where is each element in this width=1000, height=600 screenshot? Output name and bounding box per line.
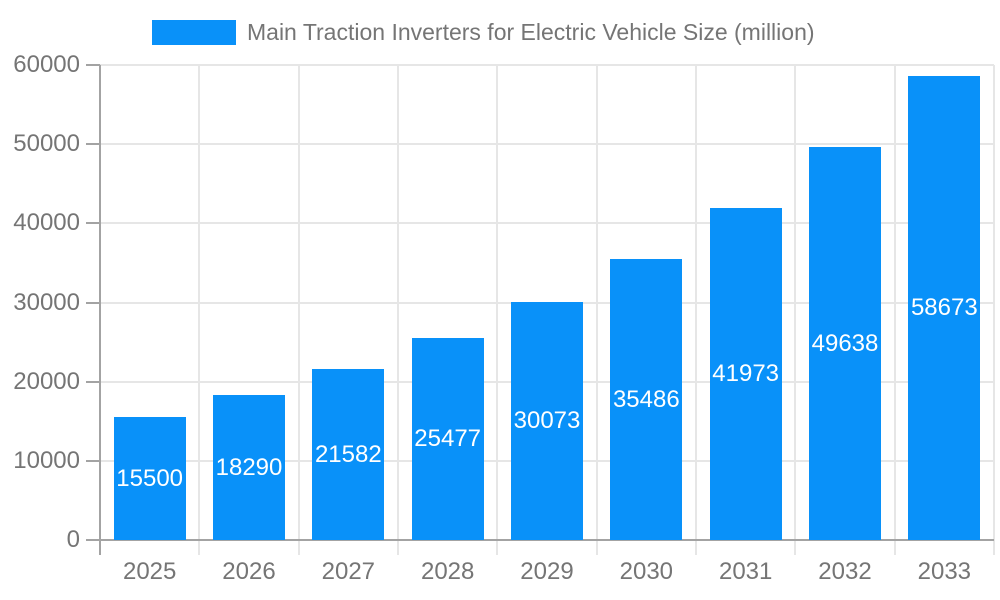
h-gridline [100,143,994,146]
x-tick-label: 2031 [718,558,773,585]
y-tick-label: 20000 [13,367,80,395]
y-tick [86,459,100,462]
y-tick [86,301,100,304]
bar[interactable] [610,259,683,540]
bar-value-label: 41973 [712,359,780,387]
v-gridline [993,65,995,555]
v-gridline [794,65,797,555]
y-tick-label: 0 [66,526,80,553]
v-gridline [198,65,201,555]
bar[interactable] [312,369,385,540]
y-tick [86,64,100,66]
y-tick-label: 40000 [13,209,80,237]
legend-label: Main Traction Inverters for Electric Veh… [247,19,815,45]
x-tick-label: 2028 [420,558,475,585]
x-tick-label: 2030 [619,558,674,585]
y-tick-label: 50000 [13,130,80,158]
bar[interactable] [511,301,583,540]
bar-value-label: 15500 [116,464,184,492]
h-gridline [100,222,994,225]
x-tick-label: 2033 [917,558,972,585]
x-tick-label: 2029 [520,558,574,585]
v-gridline [297,65,300,555]
x-axis-line [86,539,994,541]
y-tick-label: 60000 [13,51,80,78]
y-tick-label: 10000 [13,446,80,474]
y-axis-line [99,65,101,555]
y-tick [86,143,100,146]
v-gridline [695,65,697,555]
y-tick [86,222,100,225]
v-gridline [893,65,896,555]
bar[interactable] [809,147,881,540]
bar[interactable] [908,75,981,540]
bar[interactable] [113,417,186,540]
bar[interactable] [411,338,484,540]
h-gridline [100,64,994,66]
x-tick-label: 2026 [222,558,276,585]
bar-value-label: 21582 [314,440,382,468]
bar-value-label: 18290 [215,453,283,481]
bar[interactable] [709,207,782,540]
v-gridline [397,65,399,555]
bar-value-label: 58673 [910,293,978,321]
bar-value-label: 30073 [513,406,581,434]
x-tick-label: 2025 [122,558,177,585]
v-gridline [595,65,598,555]
v-gridline [496,65,499,555]
bar-value-label: 35486 [612,385,680,413]
chart-legend[interactable]: Main Traction Inverters for Electric Veh… [152,19,815,46]
x-tick-label: 2027 [321,558,376,585]
bar-value-label: 49638 [811,329,879,357]
bar-value-label: 25477 [414,425,482,453]
bar[interactable] [213,395,285,540]
legend-swatch [152,20,236,45]
x-tick-label: 2032 [818,558,872,585]
y-tick [86,380,100,383]
y-tick-label: 30000 [13,288,80,316]
